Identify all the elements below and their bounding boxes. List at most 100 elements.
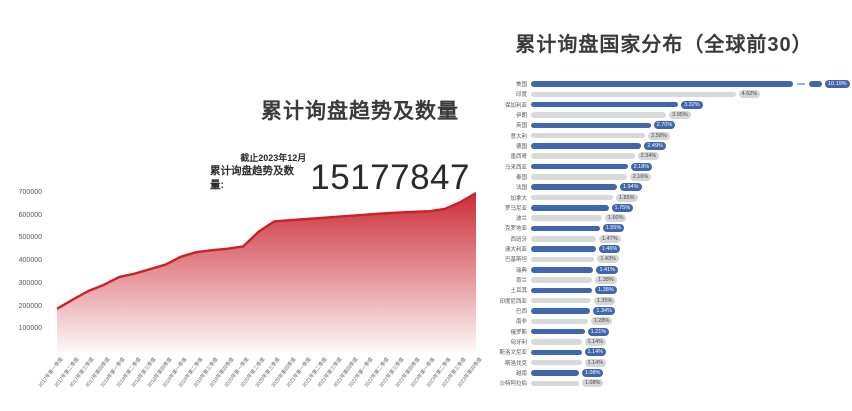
country-name-label: 西班牙 bbox=[510, 236, 527, 243]
bar-value-badge: 1.55% bbox=[602, 224, 625, 233]
y-tick-label: 700000 bbox=[18, 189, 42, 196]
bar-value-badge: 1.28% bbox=[590, 317, 613, 326]
bar-segment bbox=[531, 122, 651, 129]
country-bar-row: 巴基斯坦 1.43% bbox=[481, 254, 619, 264]
country-name-label: 法国 bbox=[515, 185, 527, 192]
bar-value-badge: 1.35% bbox=[593, 296, 616, 305]
trend-chart-title: 累计询盘趋势及数量 bbox=[261, 100, 459, 123]
bar-value-badge: 1.43% bbox=[597, 255, 619, 264]
country-bar-row: 意大利 2.58% bbox=[481, 131, 670, 141]
country-bar-row: 斯洛伐克 1.14% bbox=[481, 358, 607, 368]
country-name-label: 泰国 bbox=[515, 174, 527, 181]
bar-value-badge: 3.05% bbox=[669, 110, 691, 119]
bar-segment bbox=[531, 194, 613, 201]
bar-segment bbox=[531, 174, 627, 180]
country-name-label: 越南 bbox=[515, 370, 527, 377]
country-bar-row: 克罗地亚 1.55% bbox=[481, 223, 625, 233]
bar-value-badge: 10.19% bbox=[825, 80, 850, 88]
bar-segment bbox=[531, 380, 579, 387]
bar-segment bbox=[531, 256, 595, 263]
bar-segment bbox=[531, 359, 582, 366]
bar-segment bbox=[531, 287, 593, 294]
country-bar-row: 澳大利亚 1.46% bbox=[481, 244, 621, 254]
bar-value-badge: 1.46% bbox=[598, 245, 621, 254]
country-name-label: 马来西亚 bbox=[504, 164, 527, 171]
country-bar-row: 法国 1.94% bbox=[481, 182, 642, 192]
bar-segment bbox=[531, 205, 609, 211]
country-name-label: 克罗地亚 bbox=[504, 226, 527, 233]
country-bar-row: 墨西哥 2.34% bbox=[481, 151, 660, 161]
country-name-label: 印度 bbox=[515, 92, 527, 99]
bar-segment bbox=[531, 225, 600, 232]
stat-date-note: 截止2023年12月 bbox=[240, 153, 307, 163]
country-bar-row: 沙特阿拉伯 1.08% bbox=[481, 378, 604, 388]
bar-segment bbox=[531, 163, 628, 170]
bar-value-badge: 1.38% bbox=[595, 286, 617, 295]
country-bar-row: 西班牙 1.47% bbox=[481, 234, 621, 244]
country-bar-row: 越南 1.08% bbox=[481, 368, 604, 378]
bar-segment bbox=[531, 143, 642, 149]
country-chart-title: 累计询盘国家分布（全球前30） bbox=[515, 34, 813, 56]
bar-value-badge: 1.08% bbox=[581, 379, 604, 388]
bar-segment bbox=[531, 215, 602, 221]
country-name-label: 瑞典 bbox=[515, 267, 527, 274]
trend-line bbox=[56, 191, 477, 310]
country-name-label: 墨西哥 bbox=[510, 154, 527, 161]
country-bar-row: 斯洛文尼亚 1.14% bbox=[481, 347, 607, 357]
bar-segment bbox=[531, 308, 591, 314]
country-name-label: 澳大利亚 bbox=[504, 247, 527, 254]
bar-value-badge: 1.14% bbox=[584, 338, 607, 346]
country-bar-row: 罗马尼亚 1.75% bbox=[481, 203, 634, 213]
bar-value-badge: 1.41% bbox=[596, 265, 619, 274]
bar-value-badge: 2.16% bbox=[629, 172, 652, 181]
bar-value-badge: 1.14% bbox=[584, 358, 607, 367]
country-bar-row: 印度尼西亚 1.35% bbox=[481, 296, 616, 306]
country-name-label: 德国 bbox=[515, 143, 527, 150]
bar-segment bbox=[531, 297, 591, 304]
bar-value-badge: 1.85% bbox=[615, 193, 638, 202]
country-name-label: 伊朗 bbox=[515, 112, 527, 119]
country-bar-row: 波兰 1.60% bbox=[481, 213, 627, 223]
country-bar-row: 加拿大 1.85% bbox=[481, 193, 638, 203]
bar-value-badge: 4.62% bbox=[738, 90, 761, 99]
bar-value-badge: 1.94% bbox=[619, 183, 642, 192]
bar-segment bbox=[531, 339, 582, 345]
country-bar-row: 保加利亚 3.32% bbox=[481, 100, 703, 110]
y-tick-label: 500000 bbox=[18, 234, 42, 242]
country-bar-row: 俄罗斯 1.21% bbox=[481, 327, 610, 337]
y-tick-label: 400000 bbox=[18, 257, 42, 265]
y-tick-label: 600000 bbox=[18, 211, 42, 219]
country-name-label: 美国 bbox=[515, 82, 527, 88]
country-bar-row: 印度 4.62% bbox=[481, 89, 761, 99]
bar-segment bbox=[531, 101, 679, 108]
bar-value-badge: 1.60% bbox=[604, 214, 627, 223]
bar-segment bbox=[531, 267, 594, 273]
country-name-label: 巴基斯坦 bbox=[504, 257, 527, 264]
trend-stat-labels: 截止2023年12月 累计询盘趋势及数量: bbox=[210, 152, 306, 195]
country-bar-row: 土耳其 1.38% bbox=[481, 285, 617, 295]
country-name-label: 土耳其 bbox=[510, 288, 527, 295]
bar-value-badge: 1.21% bbox=[587, 327, 610, 336]
y-tick-label: 200000 bbox=[18, 302, 42, 310]
bar-segment bbox=[531, 112, 667, 118]
bar-value-badge: 2.49% bbox=[644, 141, 666, 150]
country-name-label: 印度尼西亚 bbox=[499, 298, 527, 305]
country-bar-row: 巴西 1.34% bbox=[481, 306, 615, 316]
bar-segment bbox=[531, 81, 793, 87]
bar-value-badge: 3.32% bbox=[681, 100, 703, 109]
country-name-label: 意大利 bbox=[510, 133, 527, 140]
bar-value-badge: 1.38% bbox=[595, 276, 617, 285]
bar-value-badge: 1.08% bbox=[581, 368, 604, 377]
bar-segment bbox=[531, 246, 596, 252]
bar-value-badge: 2.58% bbox=[648, 131, 670, 140]
country-name-label: 英国 bbox=[515, 123, 527, 130]
bar-value-badge: 2.70% bbox=[653, 121, 676, 130]
bar-segment bbox=[531, 153, 635, 159]
country-bar-row: 南非 1.28% bbox=[481, 316, 613, 326]
bar-segment bbox=[531, 328, 585, 335]
axis-break-dash bbox=[797, 83, 805, 85]
bar-segment bbox=[531, 132, 646, 139]
country-name-label: 加拿大 bbox=[510, 195, 527, 202]
